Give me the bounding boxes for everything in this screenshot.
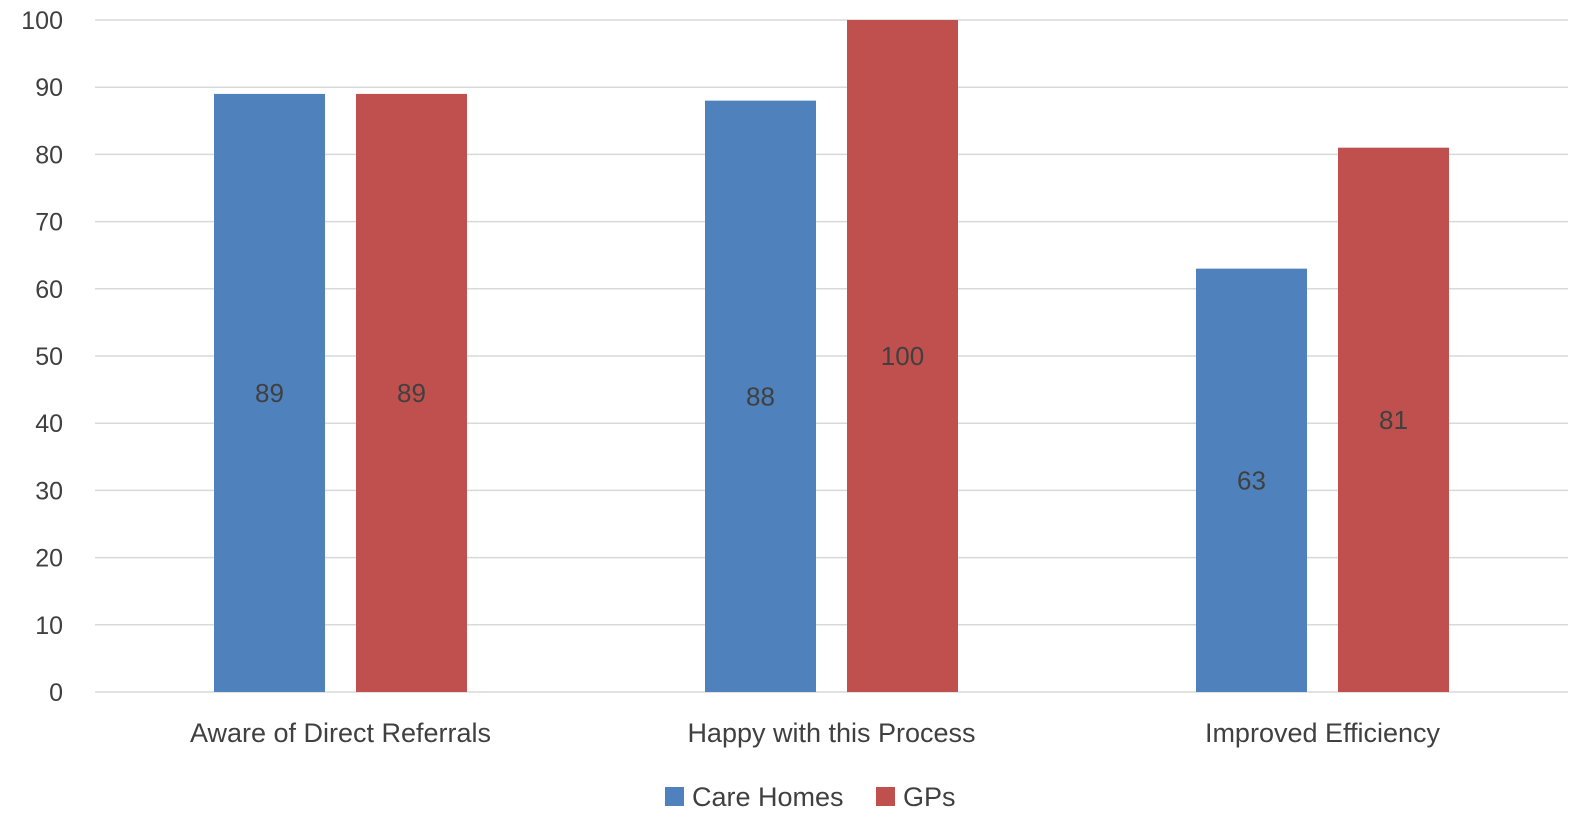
y-axis-tick-labels: 0 10 20 30 40 50 60 70 80 90 100 — [21, 7, 63, 707]
bars — [214, 20, 1449, 693]
data-label: 89 — [255, 378, 284, 408]
legend-label: Care Homes — [692, 782, 844, 812]
bar-gps-2 — [847, 20, 958, 692]
y-tick-label: 0 — [49, 679, 63, 707]
y-tick-label: 70 — [35, 209, 63, 237]
y-tick-label: 10 — [35, 612, 63, 640]
y-tick-label: 20 — [35, 545, 63, 573]
data-labels: 89 89 88 100 63 81 — [255, 341, 1408, 495]
y-tick-label: 50 — [35, 343, 63, 371]
gridlines — [95, 19, 1568, 693]
bar-care-homes-2 — [705, 100, 816, 692]
x-axis-category-labels: Aware of Direct Referrals Happy with this… — [190, 718, 1441, 748]
bar-gps-3 — [1338, 147, 1449, 692]
y-tick-label: 100 — [21, 7, 63, 35]
data-label: 89 — [397, 378, 426, 408]
y-tick-label: 80 — [35, 141, 63, 169]
legend-swatch-care-homes — [665, 787, 684, 806]
x-category-label: Happy with this Process — [687, 718, 975, 748]
legend: Care Homes GPs — [665, 782, 956, 812]
data-label: 63 — [1237, 465, 1266, 495]
legend-swatch-gps — [876, 787, 895, 806]
data-label: 100 — [881, 341, 924, 371]
bar-gps-1 — [356, 93, 467, 693]
data-label: 88 — [746, 381, 775, 411]
x-category-label: Aware of Direct Referrals — [190, 718, 491, 748]
bar-care-homes-3 — [1196, 268, 1307, 692]
y-tick-label: 40 — [35, 410, 63, 438]
y-tick-label: 90 — [35, 74, 63, 102]
x-category-label: Improved Efficiency — [1205, 718, 1441, 748]
legend-label: GPs — [903, 782, 956, 812]
y-tick-label: 30 — [35, 477, 63, 505]
bar-care-homes-1 — [214, 93, 325, 693]
y-tick-label: 60 — [35, 276, 63, 304]
data-label: 81 — [1379, 405, 1408, 435]
